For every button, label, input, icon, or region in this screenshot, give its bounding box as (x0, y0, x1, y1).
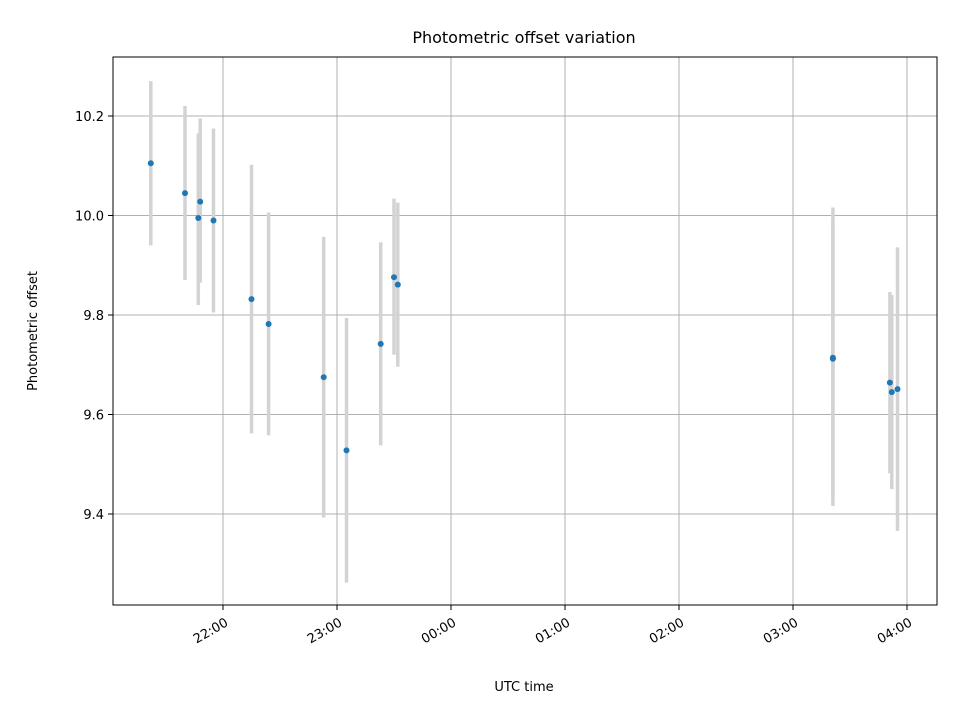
x-axis-ticks: 22:00 23:00 00:00 01:00 02:00 03:00 04:00 (191, 605, 915, 647)
x-tick-label: 04:00 (875, 615, 915, 647)
data-point (197, 198, 204, 205)
data-point (391, 274, 397, 281)
x-axis-label: UTC time (494, 680, 553, 695)
plot-frame (112, 56, 938, 606)
data-point (182, 190, 188, 197)
data-point (147, 160, 154, 167)
x-tick-label: 01:00 (533, 615, 573, 647)
data-point (394, 281, 401, 288)
data-point (195, 214, 202, 221)
data-point (888, 389, 895, 396)
x-tick-label: 00:00 (419, 615, 459, 647)
data-point (377, 340, 384, 347)
data-point (265, 320, 272, 327)
y-tick-label: 9.4 (83, 508, 104, 523)
data-point (248, 296, 255, 303)
y-tick-label: 9.8 (83, 309, 104, 324)
x-tick-label: 23:00 (305, 615, 345, 647)
x-tick-label: 02:00 (647, 615, 687, 647)
y-tick-label: 10.2 (75, 110, 104, 125)
data-point (829, 355, 836, 362)
y-tick-label: 10.0 (75, 210, 104, 225)
data-point (210, 217, 217, 224)
y-tick-label: 9.6 (83, 409, 104, 424)
y-axis-label: Photometric offset (26, 271, 41, 391)
x-tick-label: 22:00 (191, 615, 231, 647)
data-point (343, 447, 350, 454)
y-axis-ticks: 9.4 9.6 9.8 10.0 10.2 (75, 110, 113, 523)
x-tick-label: 03:00 (761, 615, 801, 647)
error-bars (149, 81, 900, 583)
data-points (147, 160, 901, 454)
grid-lines (113, 57, 937, 605)
data-point (894, 386, 901, 393)
chart-title: Photometric offset variation (412, 28, 635, 47)
data-point (320, 374, 327, 381)
data-point (886, 379, 893, 386)
